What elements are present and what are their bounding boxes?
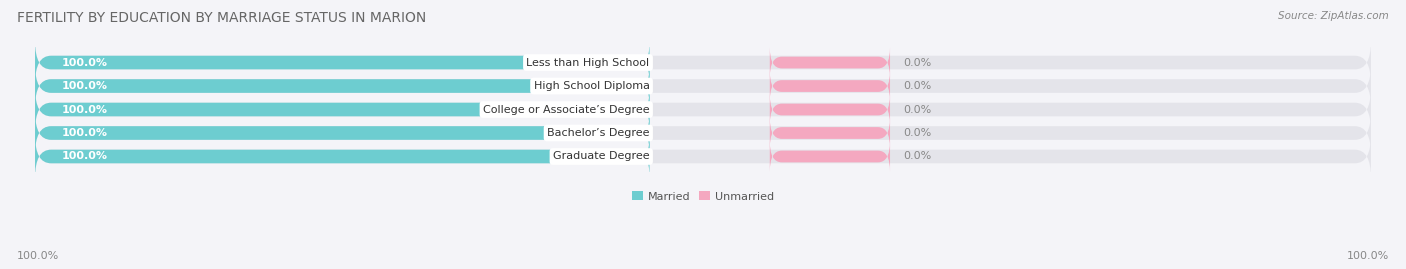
- FancyBboxPatch shape: [770, 118, 890, 148]
- FancyBboxPatch shape: [35, 135, 650, 178]
- FancyBboxPatch shape: [35, 65, 650, 107]
- Text: 100.0%: 100.0%: [62, 105, 108, 115]
- FancyBboxPatch shape: [35, 112, 650, 154]
- FancyBboxPatch shape: [35, 88, 1371, 131]
- FancyBboxPatch shape: [35, 135, 1371, 178]
- Text: 100.0%: 100.0%: [62, 128, 108, 138]
- Text: 100.0%: 100.0%: [62, 151, 108, 161]
- Text: Less than High School: Less than High School: [526, 58, 650, 68]
- FancyBboxPatch shape: [35, 112, 1371, 154]
- Text: 100.0%: 100.0%: [1347, 251, 1389, 261]
- Text: Graduate Degree: Graduate Degree: [553, 151, 650, 161]
- Text: College or Associate’s Degree: College or Associate’s Degree: [482, 105, 650, 115]
- Text: 0.0%: 0.0%: [904, 81, 932, 91]
- Text: 100.0%: 100.0%: [62, 81, 108, 91]
- Text: 0.0%: 0.0%: [904, 58, 932, 68]
- Text: Bachelor’s Degree: Bachelor’s Degree: [547, 128, 650, 138]
- Legend: Married, Unmarried: Married, Unmarried: [627, 187, 779, 206]
- FancyBboxPatch shape: [35, 41, 1371, 84]
- FancyBboxPatch shape: [35, 88, 650, 131]
- Text: 100.0%: 100.0%: [17, 251, 59, 261]
- Text: Source: ZipAtlas.com: Source: ZipAtlas.com: [1278, 11, 1389, 21]
- Text: FERTILITY BY EDUCATION BY MARRIAGE STATUS IN MARION: FERTILITY BY EDUCATION BY MARRIAGE STATU…: [17, 11, 426, 25]
- Text: 100.0%: 100.0%: [62, 58, 108, 68]
- FancyBboxPatch shape: [770, 71, 890, 101]
- FancyBboxPatch shape: [770, 47, 890, 78]
- Text: 0.0%: 0.0%: [904, 151, 932, 161]
- FancyBboxPatch shape: [770, 94, 890, 125]
- Text: 0.0%: 0.0%: [904, 128, 932, 138]
- FancyBboxPatch shape: [35, 65, 1371, 107]
- Text: High School Diploma: High School Diploma: [533, 81, 650, 91]
- FancyBboxPatch shape: [35, 41, 650, 84]
- Text: 0.0%: 0.0%: [904, 105, 932, 115]
- FancyBboxPatch shape: [770, 141, 890, 172]
